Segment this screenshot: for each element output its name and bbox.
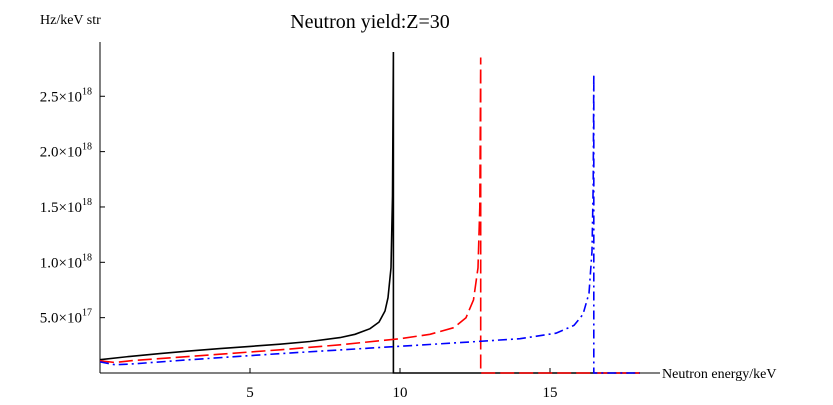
series-group [99, 51, 640, 374]
x-axis-label: Neutron energy/keV [662, 367, 776, 382]
y-tick-label: 2.0×1018 [40, 142, 92, 161]
y-ticks: 5.0×1017 1.0×1018 1.5×1018 2.0×1018 2.5×1018 [40, 86, 105, 327]
series-line-2 [99, 57, 640, 374]
series-line-1 [99, 51, 640, 374]
x-tick-label: 10 [393, 385, 408, 401]
y-tick-label: 2.5×1018 [40, 86, 92, 105]
x-tick-label: 5 [246, 385, 254, 401]
chart-title: Neutron yield:Z=30 [290, 11, 450, 33]
series-line-3 [99, 74, 640, 374]
y-tick-label: 1.0×1018 [40, 252, 92, 271]
x-ticks: 5 10 15 [246, 368, 558, 401]
x-tick-label: 15 [543, 385, 558, 401]
y-tick-label: 1.5×1018 [40, 197, 92, 216]
y-axis-label: Hz/keV str [40, 13, 101, 28]
y-tick-label: 5.0×1017 [40, 308, 92, 327]
